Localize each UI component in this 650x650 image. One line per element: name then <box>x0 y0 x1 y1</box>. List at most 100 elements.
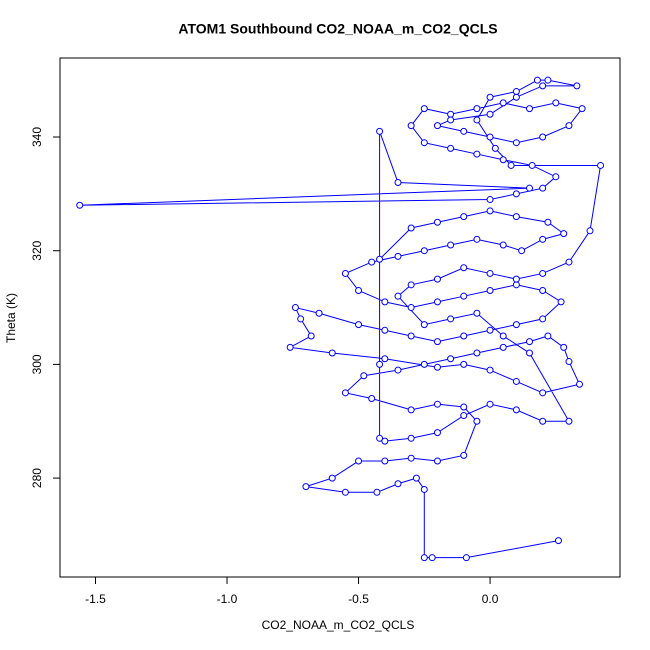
data-point <box>307 332 315 340</box>
data-point <box>460 292 468 300</box>
data-point <box>433 429 441 437</box>
data-point <box>407 281 415 289</box>
data-point <box>578 105 586 113</box>
data-point <box>460 264 468 272</box>
data-point <box>302 483 310 491</box>
data-point <box>486 196 494 204</box>
data-point <box>512 321 520 329</box>
data-point <box>420 247 428 255</box>
data-point <box>286 343 294 351</box>
x-tick-label: -1.5 <box>85 592 106 606</box>
x-tick-label: -1.0 <box>217 592 238 606</box>
data-point <box>381 457 389 465</box>
data-point <box>433 363 441 371</box>
data-point <box>381 437 389 445</box>
data-point <box>394 252 402 260</box>
data-point <box>586 227 594 235</box>
data-point <box>381 355 389 363</box>
data-point <box>407 434 415 442</box>
data-point <box>533 76 541 84</box>
data-point <box>460 360 468 368</box>
data-point <box>328 474 336 482</box>
data-point <box>539 389 547 397</box>
data-point <box>539 235 547 243</box>
y-tick-label: 300 <box>30 354 44 374</box>
x-tick-label: 0.0 <box>482 592 499 606</box>
data-point <box>512 406 520 414</box>
data-point <box>544 218 552 226</box>
data-point <box>407 332 415 340</box>
data-point <box>381 326 389 334</box>
x-axis-label: CO2_NOAA_m_CO2_QCLS <box>262 618 415 632</box>
data-point <box>512 213 520 221</box>
data-point <box>507 161 515 169</box>
data-point <box>486 207 494 215</box>
data-point <box>376 360 384 368</box>
data-point <box>473 349 481 357</box>
data-point <box>420 105 428 113</box>
data-point <box>407 406 415 414</box>
data-point <box>539 286 547 294</box>
data-point <box>512 139 520 147</box>
data-point <box>512 275 520 283</box>
data-point <box>539 82 547 90</box>
data-point <box>355 321 363 329</box>
data-point <box>447 241 455 249</box>
chart-title: ATOM1 Southbound CO2_NOAA_m_CO2_QCLS <box>178 21 497 37</box>
data-point <box>341 488 349 496</box>
data-point <box>499 332 507 340</box>
data-point <box>447 144 455 152</box>
data-point <box>394 480 402 488</box>
data-point <box>315 309 323 317</box>
data-point <box>341 389 349 397</box>
data-point <box>376 434 384 442</box>
data-point <box>394 366 402 374</box>
data-point <box>539 133 547 141</box>
data-point <box>433 298 441 306</box>
data-point <box>539 269 547 277</box>
data-point <box>462 554 470 562</box>
data-point <box>394 178 402 186</box>
data-point <box>355 457 363 465</box>
data-point <box>473 309 481 317</box>
data-point <box>297 315 305 323</box>
y-tick-label: 320 <box>30 240 44 260</box>
data-point <box>291 304 299 312</box>
data-point <box>518 247 526 255</box>
data-point <box>328 349 336 357</box>
data-point <box>560 343 568 351</box>
data-point <box>407 304 415 312</box>
data-point <box>376 255 384 263</box>
data-point <box>447 355 455 363</box>
data-point <box>460 451 468 459</box>
data-point <box>355 286 363 294</box>
data-point <box>473 105 481 113</box>
data-point <box>373 488 381 496</box>
data-point <box>597 161 605 169</box>
data-point <box>412 474 420 482</box>
data-point <box>526 338 534 346</box>
data-point <box>360 372 368 380</box>
data-point <box>486 286 494 294</box>
data-point <box>428 554 436 562</box>
data-point <box>420 321 428 329</box>
data-point <box>486 110 494 118</box>
data-point <box>486 400 494 408</box>
data-point <box>565 258 573 266</box>
data-point <box>512 93 520 101</box>
data-point <box>447 315 455 323</box>
data-point <box>76 201 84 209</box>
data-point <box>526 184 534 192</box>
data-point <box>486 93 494 101</box>
data-point <box>539 184 547 192</box>
data-point <box>473 417 481 425</box>
data-point <box>544 332 552 340</box>
data-point <box>368 258 376 266</box>
data-point <box>499 241 507 249</box>
data-point <box>473 235 481 243</box>
data-point <box>433 457 441 465</box>
data-point <box>499 99 507 107</box>
